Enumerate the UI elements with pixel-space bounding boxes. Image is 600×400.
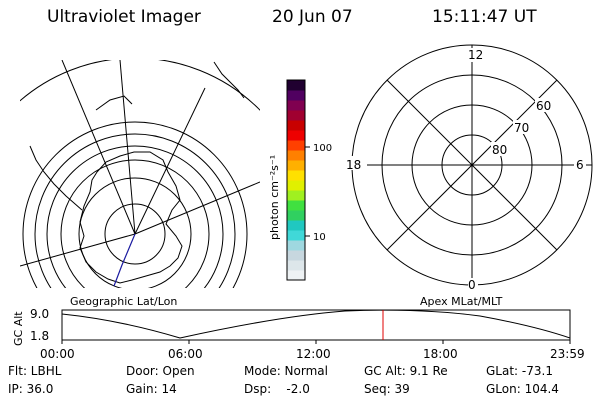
spacecraft-footprint-track	[113, 233, 136, 287]
mlat-label-60: 60	[536, 99, 551, 113]
altitude-plot: 9.0 1.8 GC Alt 00:00 06:00 12:00 18:00 2…	[12, 307, 585, 361]
date-label: 20 Jun 07	[272, 7, 353, 27]
magnetic-panel-label: Apex MLat/MLT	[420, 295, 503, 308]
colorbar: 100 10 photon cm⁻²s⁻¹	[268, 79, 332, 281]
colorbar-block	[287, 150, 305, 161]
colorbar-block	[287, 80, 305, 91]
glon-info: GLon: 104.4	[486, 382, 559, 396]
colorbar-block	[287, 170, 305, 181]
ip-info: IP: 36.0	[8, 382, 54, 396]
colorbar-block	[287, 270, 305, 281]
dsp-info: Dsp: -2.0	[244, 382, 310, 396]
alt-xtick-1200: 12:00	[296, 347, 331, 361]
colorbar-tick-label-10: 10	[313, 232, 326, 243]
colorbar-block	[287, 130, 305, 141]
mode-info: Mode: Normal	[244, 364, 328, 378]
colorbar-block	[287, 110, 305, 121]
alt-xtick-0000: 00:00	[40, 347, 75, 361]
colorbar-block	[287, 140, 305, 151]
colorbar-block	[287, 120, 305, 131]
seq-info: Seq: 39	[364, 382, 410, 396]
colorbar-block	[287, 200, 305, 211]
alt-ylabel: GC Alt	[12, 311, 25, 346]
app-title: Ultraviolet Imager	[47, 7, 201, 27]
longitude-lines	[20, 60, 260, 267]
mlt-label-6: 6	[576, 158, 584, 172]
geographic-panel-label: Geographic Lat/Lon	[70, 295, 177, 308]
mlt-label-18: 18	[346, 158, 361, 172]
colorbar-block	[287, 240, 305, 251]
gain-info: Gain: 14	[126, 382, 177, 396]
colorbar-block	[287, 160, 305, 171]
alt-ytick-9: 9.0	[30, 307, 49, 321]
altitude-curve	[62, 310, 570, 339]
alt-ytick-1.8: 1.8	[30, 329, 49, 343]
antarctica-coastline	[79, 151, 183, 284]
alt-xtick-2359: 23:59	[550, 347, 585, 361]
colorbar-tick-label-100: 100	[313, 143, 332, 154]
filter-info: Flt: LBHL	[8, 364, 62, 378]
mlt-label-0: 0	[468, 278, 476, 292]
glat-info: GLat: -73.1	[486, 364, 553, 378]
time-label: 15:11:47 UT	[432, 7, 537, 27]
door-info: Door: Open	[126, 364, 195, 378]
geographic-map	[20, 60, 260, 288]
colorbar-block	[287, 260, 305, 271]
latitude-circles	[20, 60, 260, 288]
colorbar-block	[287, 100, 305, 111]
colorbar-block	[287, 250, 305, 261]
mlt-label-12: 12	[468, 48, 483, 62]
gc-alt-info: GC Alt: 9.1 Re	[364, 364, 448, 378]
coast-fragment	[95, 95, 133, 111]
colorbar-block	[287, 180, 305, 191]
mlat-label-70: 70	[514, 121, 529, 135]
peninsula-coastline	[29, 145, 83, 211]
colorbar-block	[287, 190, 305, 201]
alt-xtick-1800: 18:00	[423, 347, 458, 361]
colorbar-block	[287, 220, 305, 231]
south-america-coastline	[213, 61, 245, 99]
colorbar-block	[287, 90, 305, 101]
colorbar-unit-label: photon cm⁻²s⁻¹	[268, 155, 281, 240]
alt-xtick-0600: 06:00	[168, 347, 203, 361]
colorbar-gradient	[287, 80, 305, 281]
magnetic-polar-grid	[351, 44, 593, 286]
colorbar-block	[287, 210, 305, 221]
mlat-label-80: 80	[492, 143, 507, 157]
colorbar-block	[287, 230, 305, 241]
